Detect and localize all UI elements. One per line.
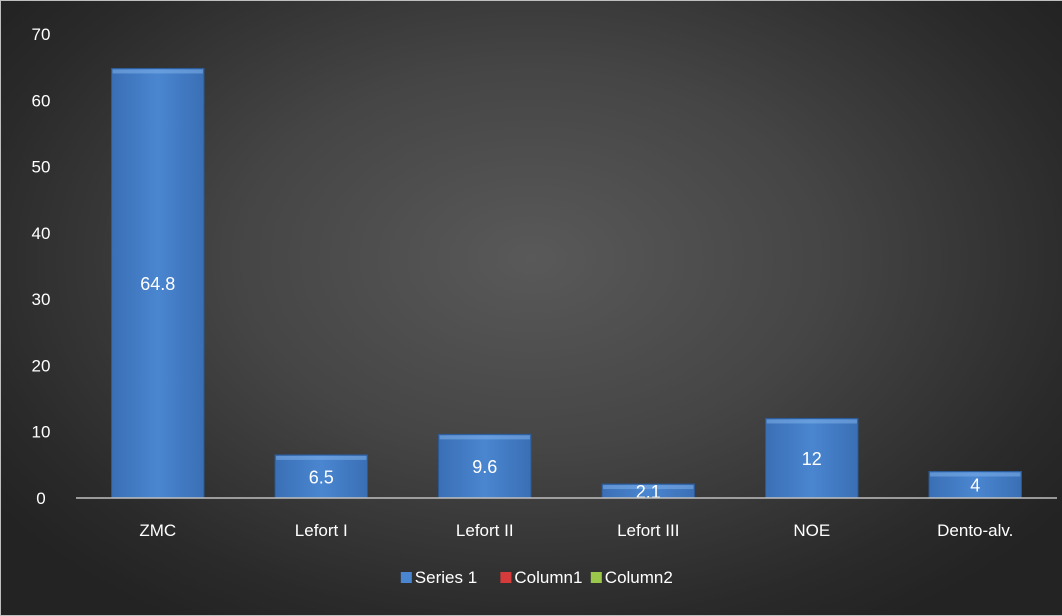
bar-highlight [603, 485, 694, 490]
y-tick-label: 70 [32, 25, 51, 44]
data-label: 4 [970, 476, 980, 496]
bar-lefort-i [274, 454, 368, 499]
x-tick-label: ZMC [139, 521, 176, 540]
bar-highlight [276, 455, 367, 460]
legend-item: Column1 [500, 568, 582, 587]
bar-highlight [439, 435, 530, 440]
legend-swatch [590, 572, 602, 583]
x-tick-label: Lefort II [456, 521, 514, 540]
data-label: 9.6 [472, 457, 497, 477]
data-label: 2.1 [636, 482, 661, 502]
legend-label: Column1 [514, 568, 582, 587]
bar-series: 64.8 6.5 9.6 2.1 12 4 [111, 67, 1022, 502]
x-tick-label: Dento-alv. [937, 521, 1013, 540]
legend-swatch [400, 572, 412, 583]
x-tick-label: Lefort I [295, 521, 348, 540]
y-tick-label: 20 [32, 356, 51, 375]
x-tick-label: NOE [793, 521, 830, 540]
data-label: 12 [802, 449, 822, 469]
legend-item: Column2 [590, 568, 673, 587]
data-label: 64.8 [140, 274, 175, 294]
y-tick-label: 60 [32, 91, 51, 110]
bar-highlight [930, 472, 1021, 477]
y-axis: 0 10 20 30 40 50 60 70 [32, 25, 51, 508]
legend-label: Series 1 [415, 568, 477, 587]
data-label: 6.5 [309, 467, 334, 487]
y-tick-label: 30 [32, 290, 51, 309]
y-tick-label: 40 [32, 224, 51, 243]
y-tick-label: 50 [32, 158, 51, 177]
legend-label: Column2 [605, 568, 673, 587]
bar-noe [765, 417, 859, 499]
y-tick-label: 10 [32, 423, 51, 442]
x-tick-label: Lefort III [617, 521, 679, 540]
x-axis: ZMC Lefort I Lefort II Lefort III NOE Dento-a… [76, 497, 1057, 540]
bar-highlight [112, 69, 203, 74]
bar-highlight [766, 419, 857, 424]
legend-item: Series 1 [400, 568, 477, 587]
legend: Series 1 Column1 Column2 [400, 568, 673, 587]
bar-lefort-ii [438, 433, 532, 499]
legend-swatch [500, 572, 512, 583]
bar-zmc [111, 67, 205, 499]
y-tick-label: 0 [36, 489, 45, 508]
